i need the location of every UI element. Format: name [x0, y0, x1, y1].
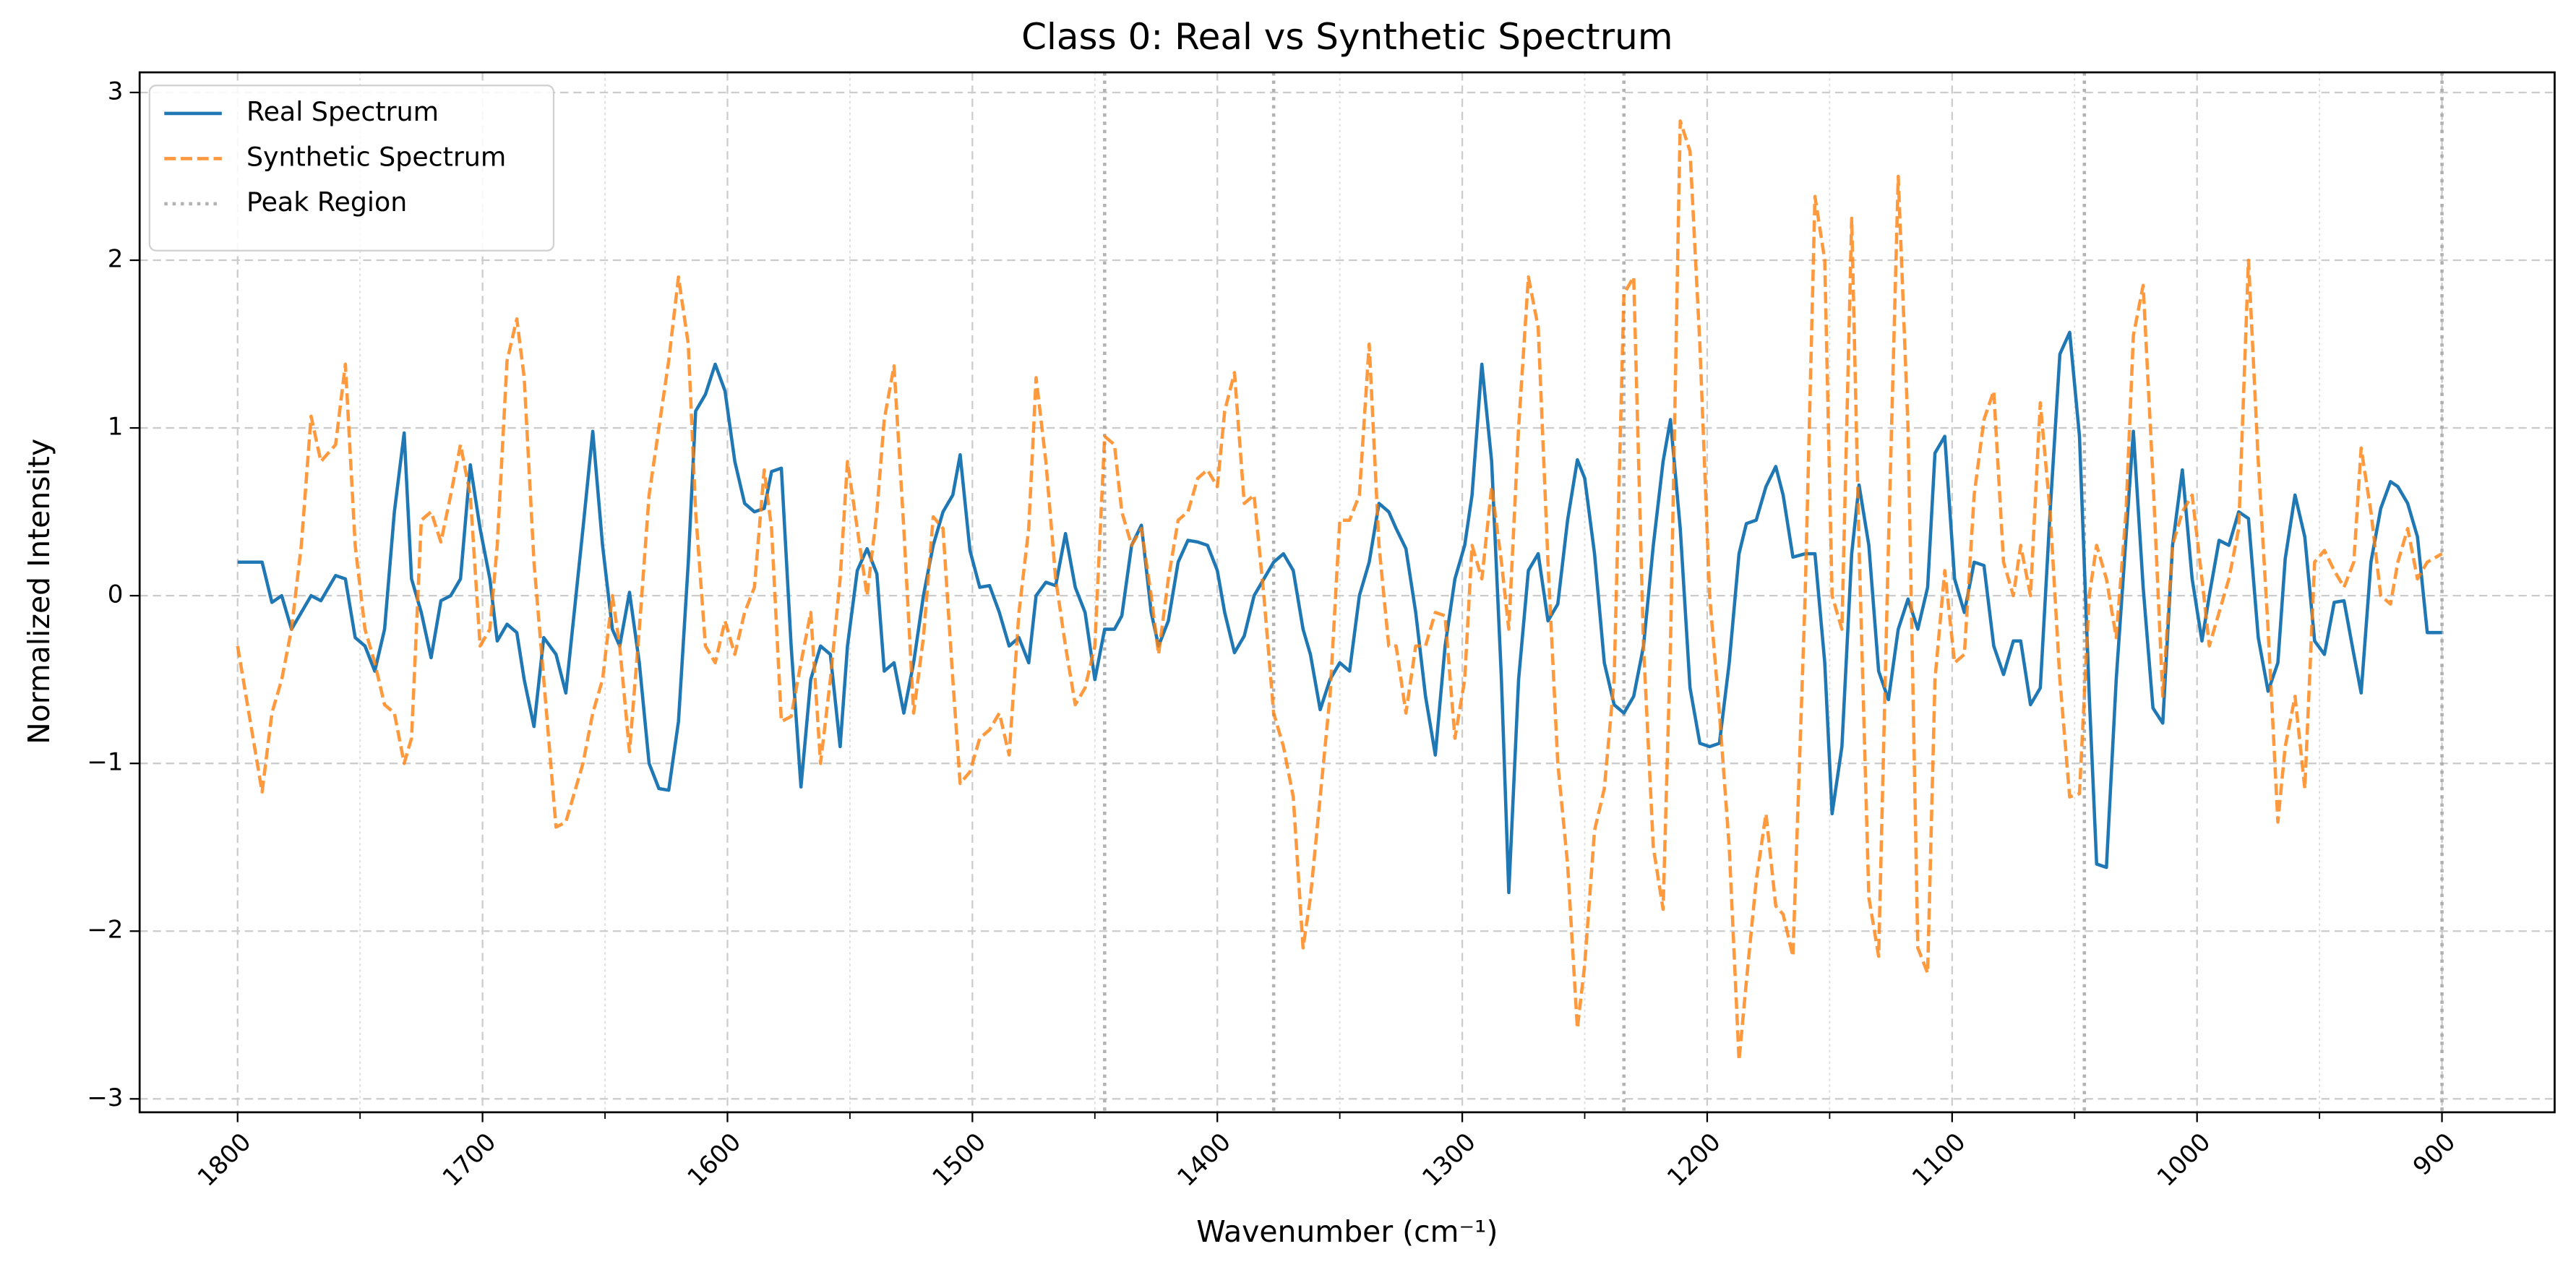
legend-label: Peak Region [246, 186, 407, 218]
y-tick-label: 1 [108, 413, 124, 442]
legend-label: Synthetic Spectrum [246, 141, 506, 172]
series-line [236, 119, 2443, 1062]
y-axis-label: Normalized Intensity [22, 439, 56, 744]
y-tick-label: 0 [108, 580, 124, 609]
legend-box [148, 85, 555, 252]
y-tick-label: 2 [108, 245, 124, 274]
series-line [237, 330, 2442, 895]
x-axis-label: Wavenumber (cm⁻¹) [1196, 1214, 1498, 1249]
chart-title: Class 0: Real vs Synthetic Spectrum [1021, 16, 1673, 58]
y-tick-label: −1 [87, 748, 123, 777]
y-tick-label: −3 [87, 1083, 123, 1112]
legend: Real Spectrum Synthetic Spectrum Peak Regi… [148, 85, 555, 252]
y-tick-label: −2 [87, 916, 123, 945]
plot-frame [138, 71, 2556, 1114]
legend-label: Real Spectrum [246, 96, 439, 127]
y-tick-label: 3 [108, 77, 124, 106]
